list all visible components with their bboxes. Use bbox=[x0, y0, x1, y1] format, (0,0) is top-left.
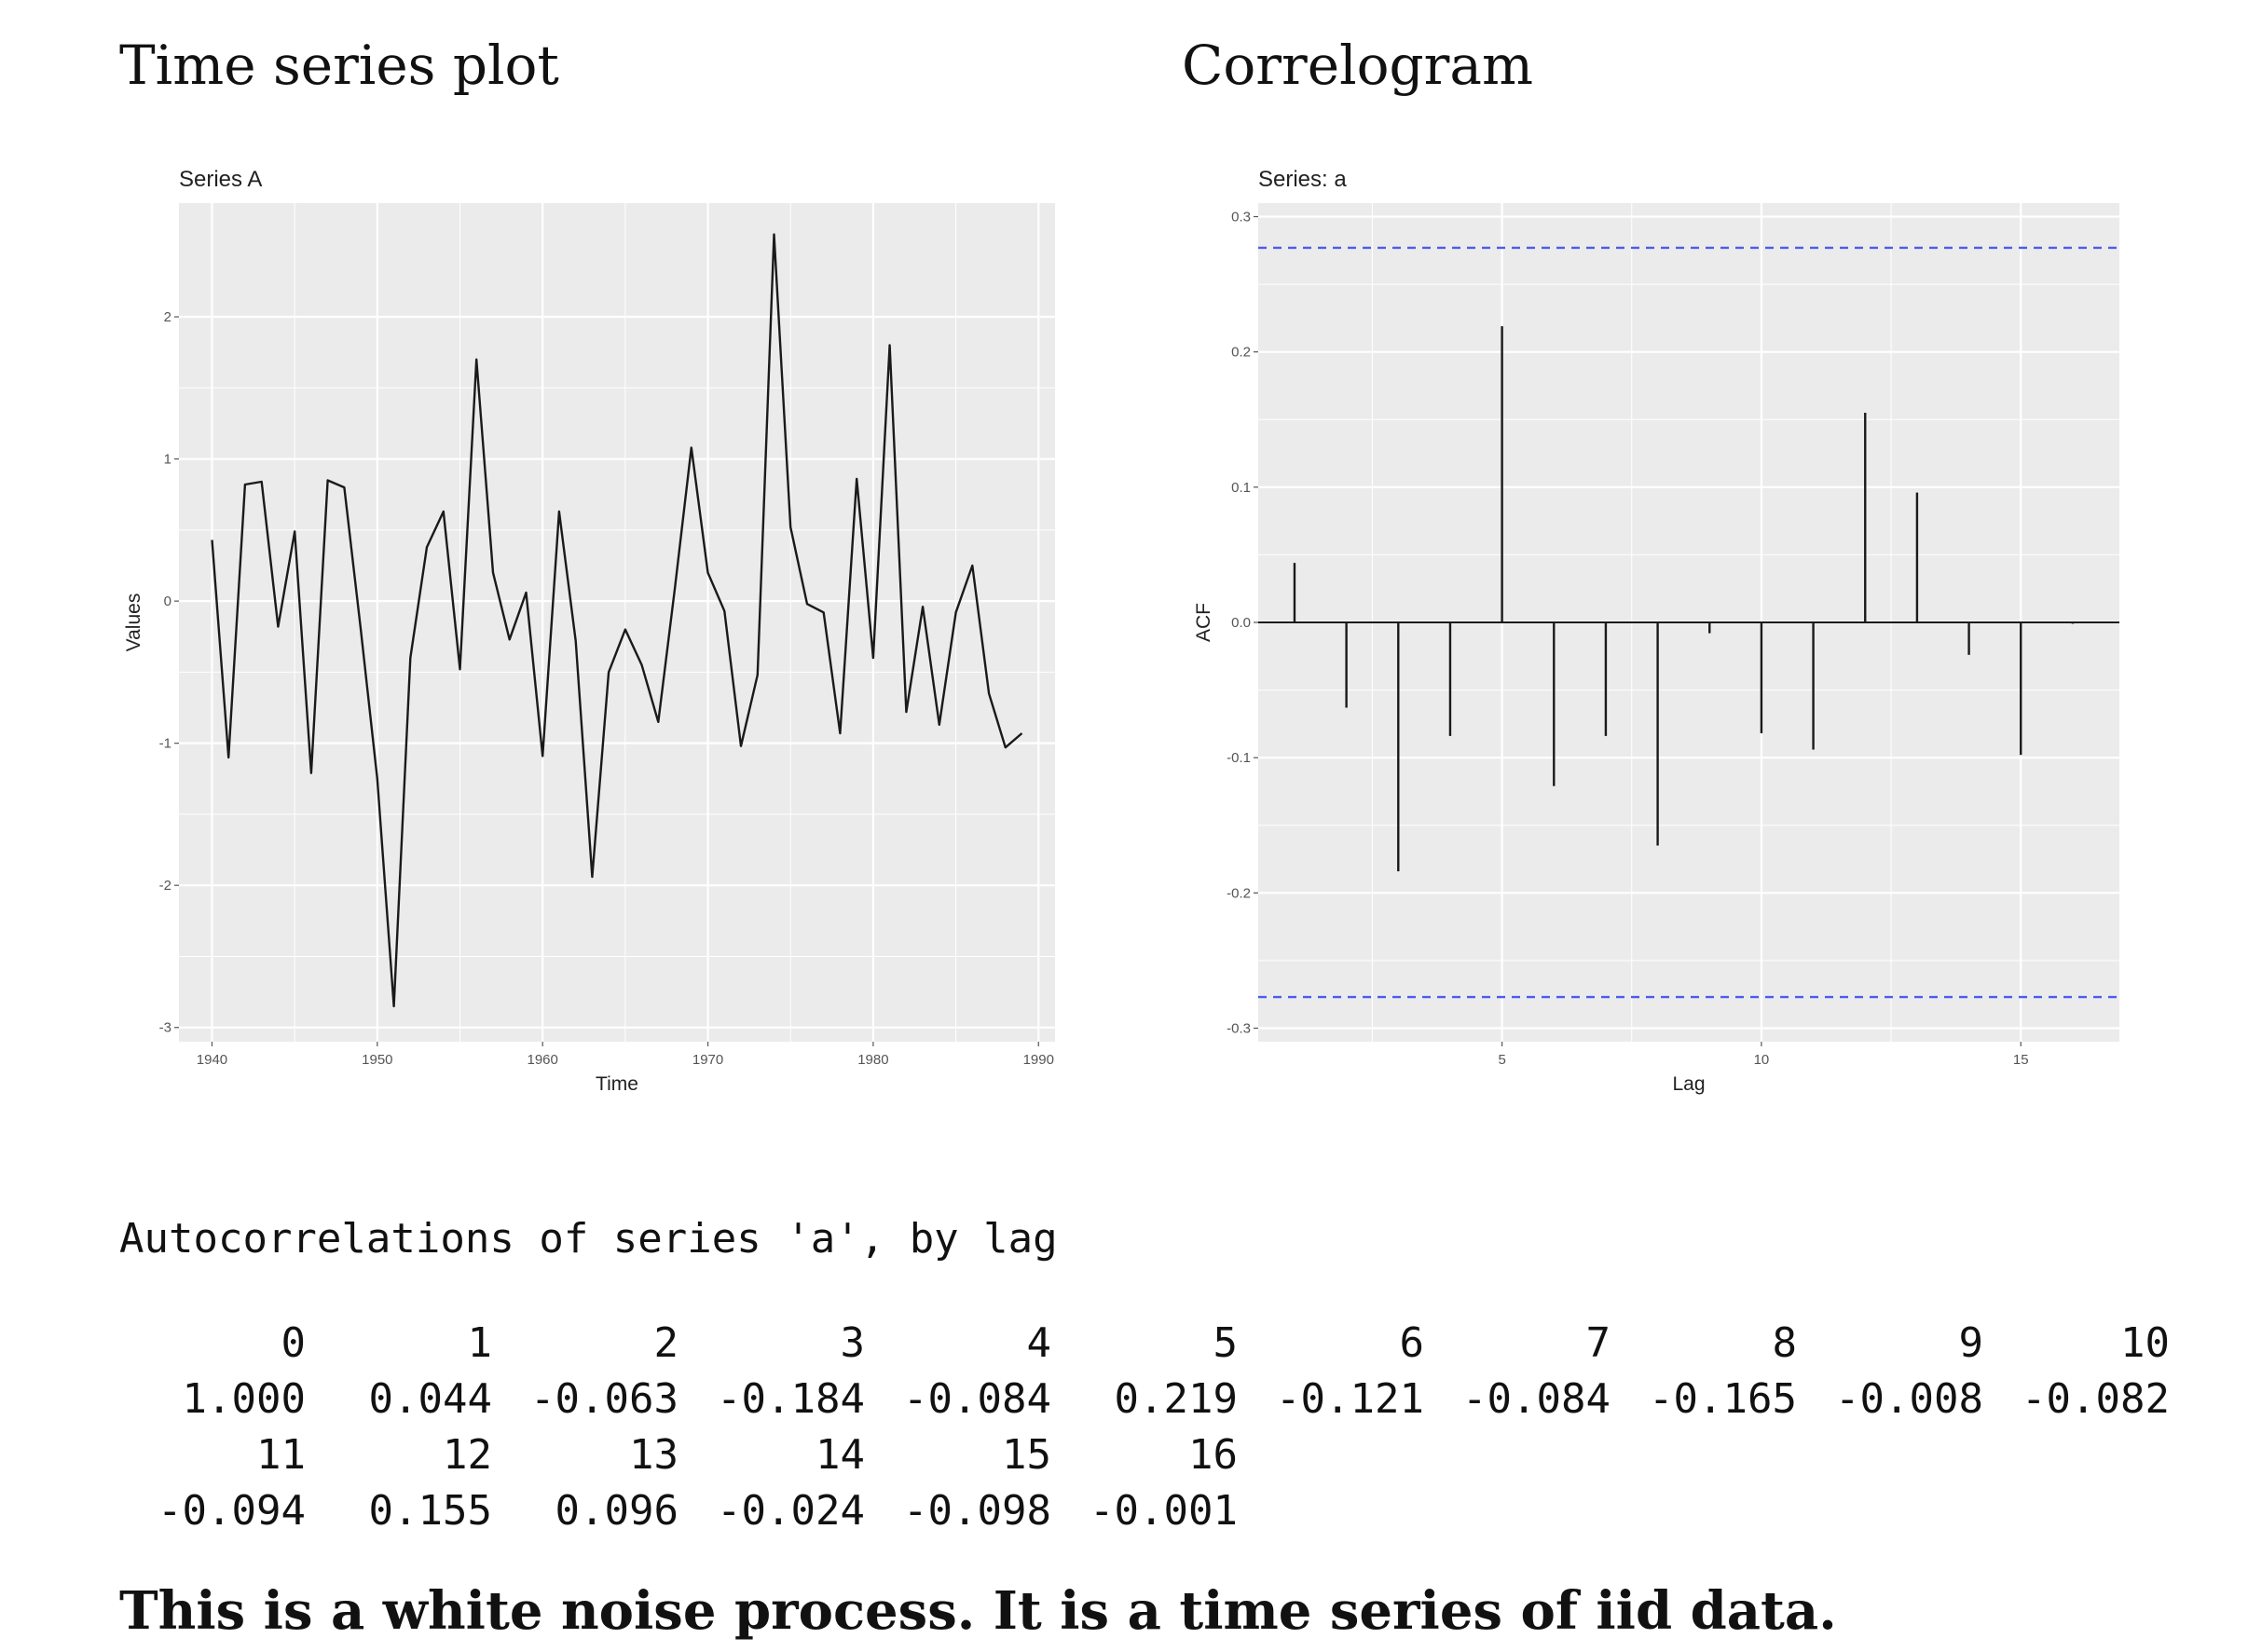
acf-output-heading: Autocorrelations of series 'a', by lag bbox=[119, 1215, 1058, 1263]
acf-lag-cell: 8 bbox=[1772, 1319, 1798, 1367]
acf-value-cell: -0.184 bbox=[717, 1375, 865, 1423]
time-series-x-tick-label: 1960 bbox=[528, 1052, 558, 1068]
time-series-x-tick-label: 1940 bbox=[197, 1052, 227, 1068]
acf-lag-cell: 12 bbox=[443, 1431, 492, 1479]
acf-value-cell: -0.008 bbox=[1835, 1375, 1983, 1423]
time-series-y-tick-label: -1 bbox=[159, 736, 171, 752]
acf-lag-cell: 3 bbox=[840, 1319, 866, 1367]
time-series-y-tick-label: 0 bbox=[164, 594, 171, 609]
time-series-y-tick-label: 2 bbox=[164, 309, 171, 325]
correlogram-heading: Correlogram bbox=[1182, 34, 1533, 97]
acf-value-cell: -0.001 bbox=[1090, 1487, 1238, 1535]
correlogram-y-tick-label: 0.3 bbox=[1231, 210, 1251, 225]
acf-value-cell: -0.024 bbox=[717, 1487, 865, 1535]
time-series-grid bbox=[179, 203, 1055, 1042]
correlogram-x-tick-label: 15 bbox=[2013, 1052, 2029, 1068]
correlogram-chart-title: Series: a bbox=[1258, 167, 1347, 192]
correlogram-x-tick-label: 5 bbox=[1498, 1052, 1505, 1068]
acf-lag-cell: 16 bbox=[1188, 1431, 1238, 1479]
acf-value-cell: -0.121 bbox=[1276, 1375, 1424, 1423]
correlogram-x-tick-label: 10 bbox=[1754, 1052, 1770, 1068]
acf-value-row: 1.000 0.044 -0.063 -0.184 -0.084 0.219 -0.121-… bbox=[119, 1372, 2170, 1427]
correlogram-bars bbox=[1293, 326, 2075, 872]
acf-lag-cell: 10 bbox=[2120, 1319, 2170, 1367]
correlogram-x-ticks: 5 10 15 bbox=[1498, 1042, 2029, 1068]
time-series-x-tick-label: 1990 bbox=[1023, 1052, 1054, 1068]
acf-lag-cell: 15 bbox=[1002, 1431, 1051, 1479]
conclusion-text: This is a white noise process. It is a t… bbox=[119, 1580, 1837, 1642]
correlogram-y-tick-label: 0.0 bbox=[1231, 615, 1251, 631]
correlogram-y-ticks: -0.3 -0.2 -0.1 0.0 0.1 0.2 0.3 bbox=[1227, 210, 1258, 1036]
time-series-heading: Time series plot bbox=[119, 34, 559, 97]
acf-value-cell: 1.000 bbox=[182, 1375, 306, 1423]
time-series-x-tick-label: 1970 bbox=[692, 1052, 723, 1068]
correlogram-y-tick-label: -0.2 bbox=[1227, 885, 1251, 901]
acf-lag-cell: 13 bbox=[629, 1431, 679, 1479]
correlogram-chart: Series: a -0.3 -0.2 -0.1 0.0 0.1 0.2 0.3 5 10 15… bbox=[1193, 167, 2119, 1095]
acf-lag-row: 0 1 2 3 4 5 6 7 8 9 10 bbox=[119, 1316, 2171, 1372]
acf-lag-cell: 14 bbox=[816, 1431, 865, 1479]
acf-value-cell: 0.219 bbox=[1114, 1375, 1238, 1423]
acf-value-cell: -0.063 bbox=[530, 1375, 679, 1423]
acf-lag-cell: 7 bbox=[1585, 1319, 1611, 1367]
acf-lag-cell: 9 bbox=[1958, 1319, 1984, 1367]
time-series-y-tick-label: 1 bbox=[164, 452, 171, 468]
time-series-line bbox=[211, 233, 1023, 1008]
acf-output-table: 0 1 2 3 4 5 6 7 8 9 10 1.000 0.044 -0.063 -0.184 -0.084… bbox=[119, 1316, 2170, 1539]
acf-lag-cell: 6 bbox=[1399, 1319, 1425, 1367]
acf-lag-cell: 0 bbox=[281, 1319, 307, 1367]
acf-lag-cell: 1 bbox=[467, 1319, 493, 1367]
acf-lag-cell: 4 bbox=[1026, 1319, 1052, 1367]
correlogram-x-axis-title: Lag bbox=[1672, 1073, 1705, 1095]
correlogram-y-axis-title: ACF bbox=[1193, 603, 1214, 642]
acf-lag-cell: 11 bbox=[256, 1431, 306, 1479]
acf-lag-cell: 2 bbox=[653, 1319, 679, 1367]
acf-value-cell: 0.044 bbox=[368, 1375, 492, 1423]
time-series-y-axis-title: Values bbox=[123, 594, 144, 652]
time-series-panel bbox=[179, 203, 1055, 1042]
acf-value-cell: 0.155 bbox=[368, 1487, 492, 1535]
acf-value-cell: -0.098 bbox=[903, 1487, 1051, 1535]
time-series-x-tick-label: 1950 bbox=[362, 1052, 392, 1068]
time-series-x-tick-label: 1980 bbox=[857, 1052, 888, 1068]
acf-value-cell: 0.096 bbox=[555, 1487, 679, 1535]
time-series-x-axis-title: Time bbox=[596, 1073, 638, 1095]
acf-value-cell: -0.165 bbox=[1649, 1375, 1797, 1423]
time-series-x-ticks: 1940 1950 1960 1970 1980 1990 bbox=[197, 1042, 1054, 1068]
correlogram-y-tick-label: 0.2 bbox=[1231, 345, 1251, 361]
acf-lag-cell: 5 bbox=[1213, 1319, 1239, 1367]
acf-lag-row: 11 12 13 14 15 16 bbox=[119, 1427, 2170, 1483]
acf-value-cell: -0.082 bbox=[2022, 1375, 2170, 1423]
acf-value-cell: -0.084 bbox=[1462, 1375, 1611, 1423]
time-series-y-tick-label: -3 bbox=[159, 1020, 171, 1036]
correlogram-y-tick-label: -0.1 bbox=[1227, 750, 1251, 766]
time-series-y-ticks: -3 -2 -1 0 1 2 bbox=[159, 309, 179, 1036]
acf-value-cell: -0.094 bbox=[158, 1487, 306, 1535]
time-series-y-tick-label: -2 bbox=[159, 878, 171, 894]
acf-value-row: -0.094 0.155 0.096 -0.024 -0.098 -0.001 bbox=[119, 1483, 2170, 1539]
correlogram-y-tick-label: -0.3 bbox=[1227, 1020, 1251, 1036]
time-series-chart-title: Series A bbox=[179, 167, 262, 192]
acf-value-cell: -0.084 bbox=[903, 1375, 1051, 1423]
correlogram-y-tick-label: 0.1 bbox=[1231, 480, 1251, 496]
